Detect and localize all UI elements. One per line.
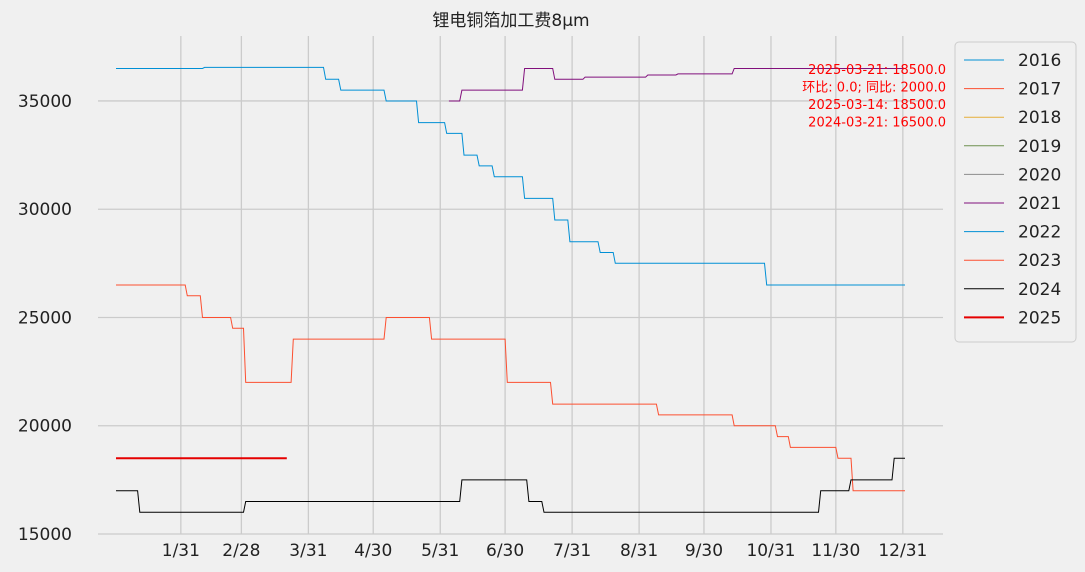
x-tick-label: 11/30 xyxy=(811,541,860,561)
series-lines xyxy=(116,66,905,513)
y-axis-ticks: 15000 20000 25000 30000 35000 xyxy=(18,92,72,545)
legend-label: 2022 xyxy=(1018,223,1061,243)
annotation-text: 2025-03-14: 18500.0 xyxy=(808,98,946,113)
annotation-text: 2024-03-21: 16500.0 xyxy=(808,116,946,131)
x-tick-label: 9/30 xyxy=(685,541,723,561)
series-line-2022 xyxy=(116,66,905,286)
x-tick-label: 12/31 xyxy=(878,541,927,561)
annotations: 2025-03-21: 18500.0 环比: 0.0; 同比: 2000.0 20… xyxy=(802,63,946,131)
x-tick-label: 6/30 xyxy=(486,541,524,561)
chart-title: 锂电铜箔加工费8μm xyxy=(432,11,589,31)
legend-label: 2024 xyxy=(1018,280,1061,300)
legend-label: 2020 xyxy=(1018,165,1061,185)
x-tick-label: 5/31 xyxy=(421,541,459,561)
legend-label: 2025 xyxy=(1018,308,1061,328)
legend-label: 2023 xyxy=(1018,251,1061,271)
x-tick-label: 1/31 xyxy=(162,541,200,561)
x-tick-label: 4/30 xyxy=(354,541,392,561)
legend-label: 2018 xyxy=(1018,108,1061,128)
annotation-text: 环比: 0.0; 同比: 2000.0 xyxy=(802,81,946,96)
series-line-2024 xyxy=(116,457,905,513)
y-tick-label: 20000 xyxy=(18,417,72,437)
x-tick-label: 2/28 xyxy=(222,541,260,561)
x-axis-ticks: 1/31 2/28 3/31 4/30 5/31 6/30 7/31 8/31 9/30 10/3… xyxy=(162,541,928,561)
annotation-text: 2025-03-21: 18500.0 xyxy=(808,63,946,78)
series-line-2021 xyxy=(448,68,905,102)
x-tick-label: 3/31 xyxy=(289,541,327,561)
y-tick-label: 25000 xyxy=(18,308,72,328)
legend-label: 2019 xyxy=(1018,137,1061,157)
y-tick-label: 30000 xyxy=(18,200,72,220)
x-tick-label: 7/31 xyxy=(553,541,591,561)
x-tick-label: 10/31 xyxy=(746,541,795,561)
legend: 2016 2017 2018 2019 2020 2021 2022 2023 2024 2025 xyxy=(954,41,1077,343)
legend-label: 2016 xyxy=(1018,51,1061,71)
legend-label: 2017 xyxy=(1018,80,1061,100)
legend-label: 2021 xyxy=(1018,194,1061,214)
y-tick-label: 15000 xyxy=(18,525,72,545)
series-line-2023 xyxy=(116,284,905,492)
x-tick-label: 8/31 xyxy=(620,541,658,561)
y-tick-label: 35000 xyxy=(18,92,72,112)
